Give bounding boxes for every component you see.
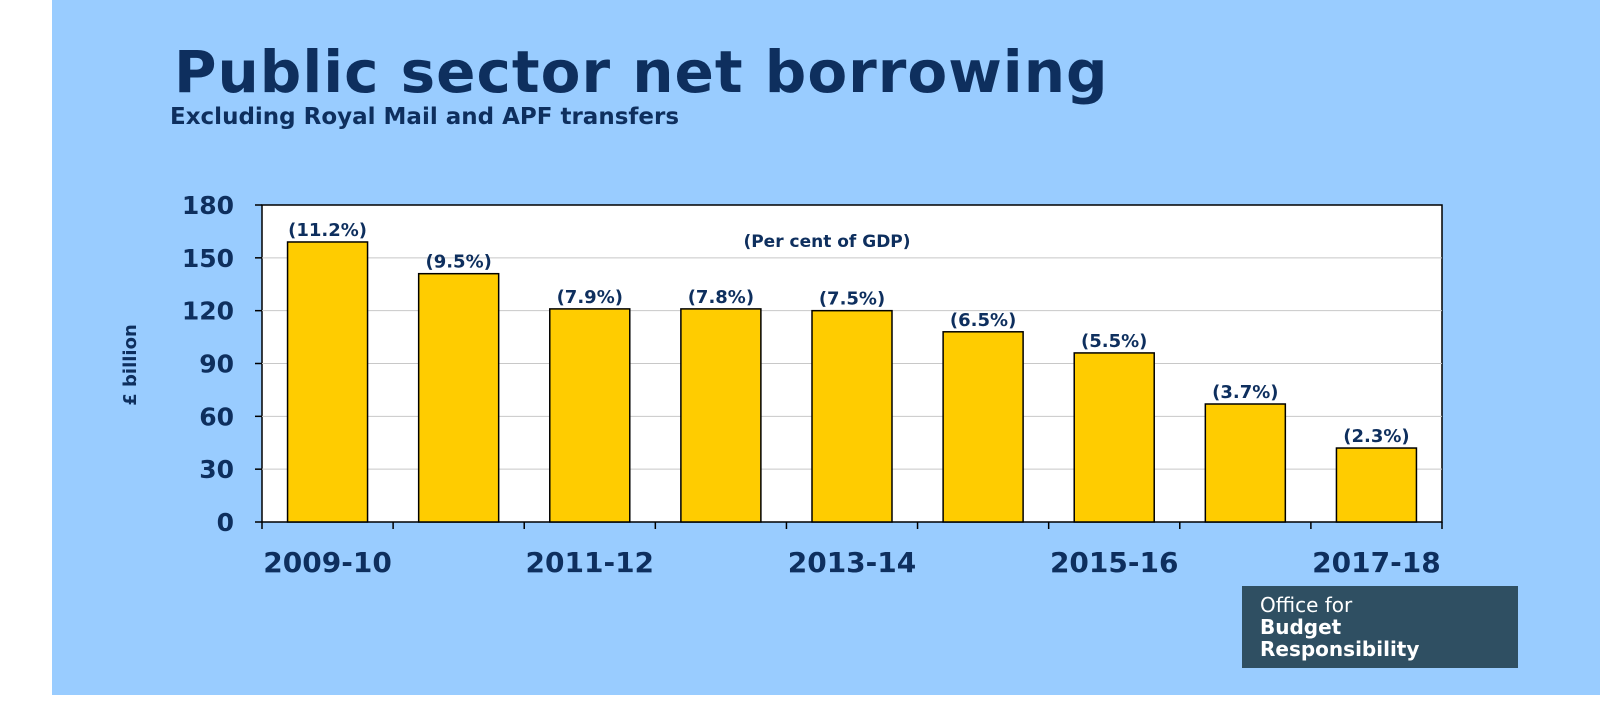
bar-data-label: (7.5%) [819, 289, 885, 310]
x-tick-label: 2013-14 [788, 546, 917, 579]
logo-line-1: Office for [1260, 593, 1353, 617]
x-tick-label: 2009-10 [263, 546, 392, 579]
x-tick-label: 2015-16 [1050, 546, 1179, 579]
y-tick-label: 150 [182, 244, 234, 273]
bar-data-label: (7.9%) [557, 287, 623, 308]
bars [286, 241, 1418, 523]
obr-logo: Office for Budget Responsibility [1242, 586, 1518, 668]
axes: 0 30 60 90 120 150 180 2009-10 2011-12 2013-14 201… [182, 191, 1443, 579]
bar [942, 331, 1024, 523]
bar [811, 309, 893, 523]
x-tick-label: 2011-12 [526, 546, 655, 579]
y-tick-label: 90 [199, 350, 234, 379]
y-axis-label: £ billion [120, 324, 141, 406]
y-tick-label: 60 [199, 402, 234, 431]
bar-data-label: (6.5%) [950, 310, 1016, 331]
chart-subtitle: Excluding Royal Mail and APF transfers [170, 104, 680, 130]
chart-annotation: (Per cent of GDP) [743, 232, 910, 252]
bar [1335, 447, 1418, 523]
bar-data-label: (5.5%) [1081, 331, 1147, 352]
bar-data-label: (2.3%) [1343, 426, 1409, 447]
bar [549, 308, 631, 523]
chart-title: Public sector net borrowing [174, 38, 1109, 106]
bar [286, 241, 369, 523]
logo-line-2: Budget [1260, 615, 1342, 639]
bar-data-label: (11.2%) [288, 220, 367, 241]
x-tick-label: 2017-18 [1312, 546, 1441, 579]
bar [680, 308, 762, 523]
logo-line-3: Responsibility [1260, 637, 1420, 661]
data-labels: (11.2%) (9.5%) (7.9%) (7.8%) (7.5%) (6.5%) (5.… [288, 220, 1410, 447]
bar [1073, 352, 1155, 523]
y-tick-label: 30 [199, 455, 234, 484]
y-tick-label: 120 [182, 297, 234, 326]
y-tick-label: 180 [182, 191, 234, 220]
y-tick-label: 0 [217, 508, 234, 537]
bar [417, 272, 500, 523]
bar [1204, 403, 1287, 523]
bar-data-label: (3.7%) [1212, 382, 1278, 403]
bar-data-label: (9.5%) [425, 252, 491, 273]
bar-data-label: (7.8%) [688, 287, 754, 308]
